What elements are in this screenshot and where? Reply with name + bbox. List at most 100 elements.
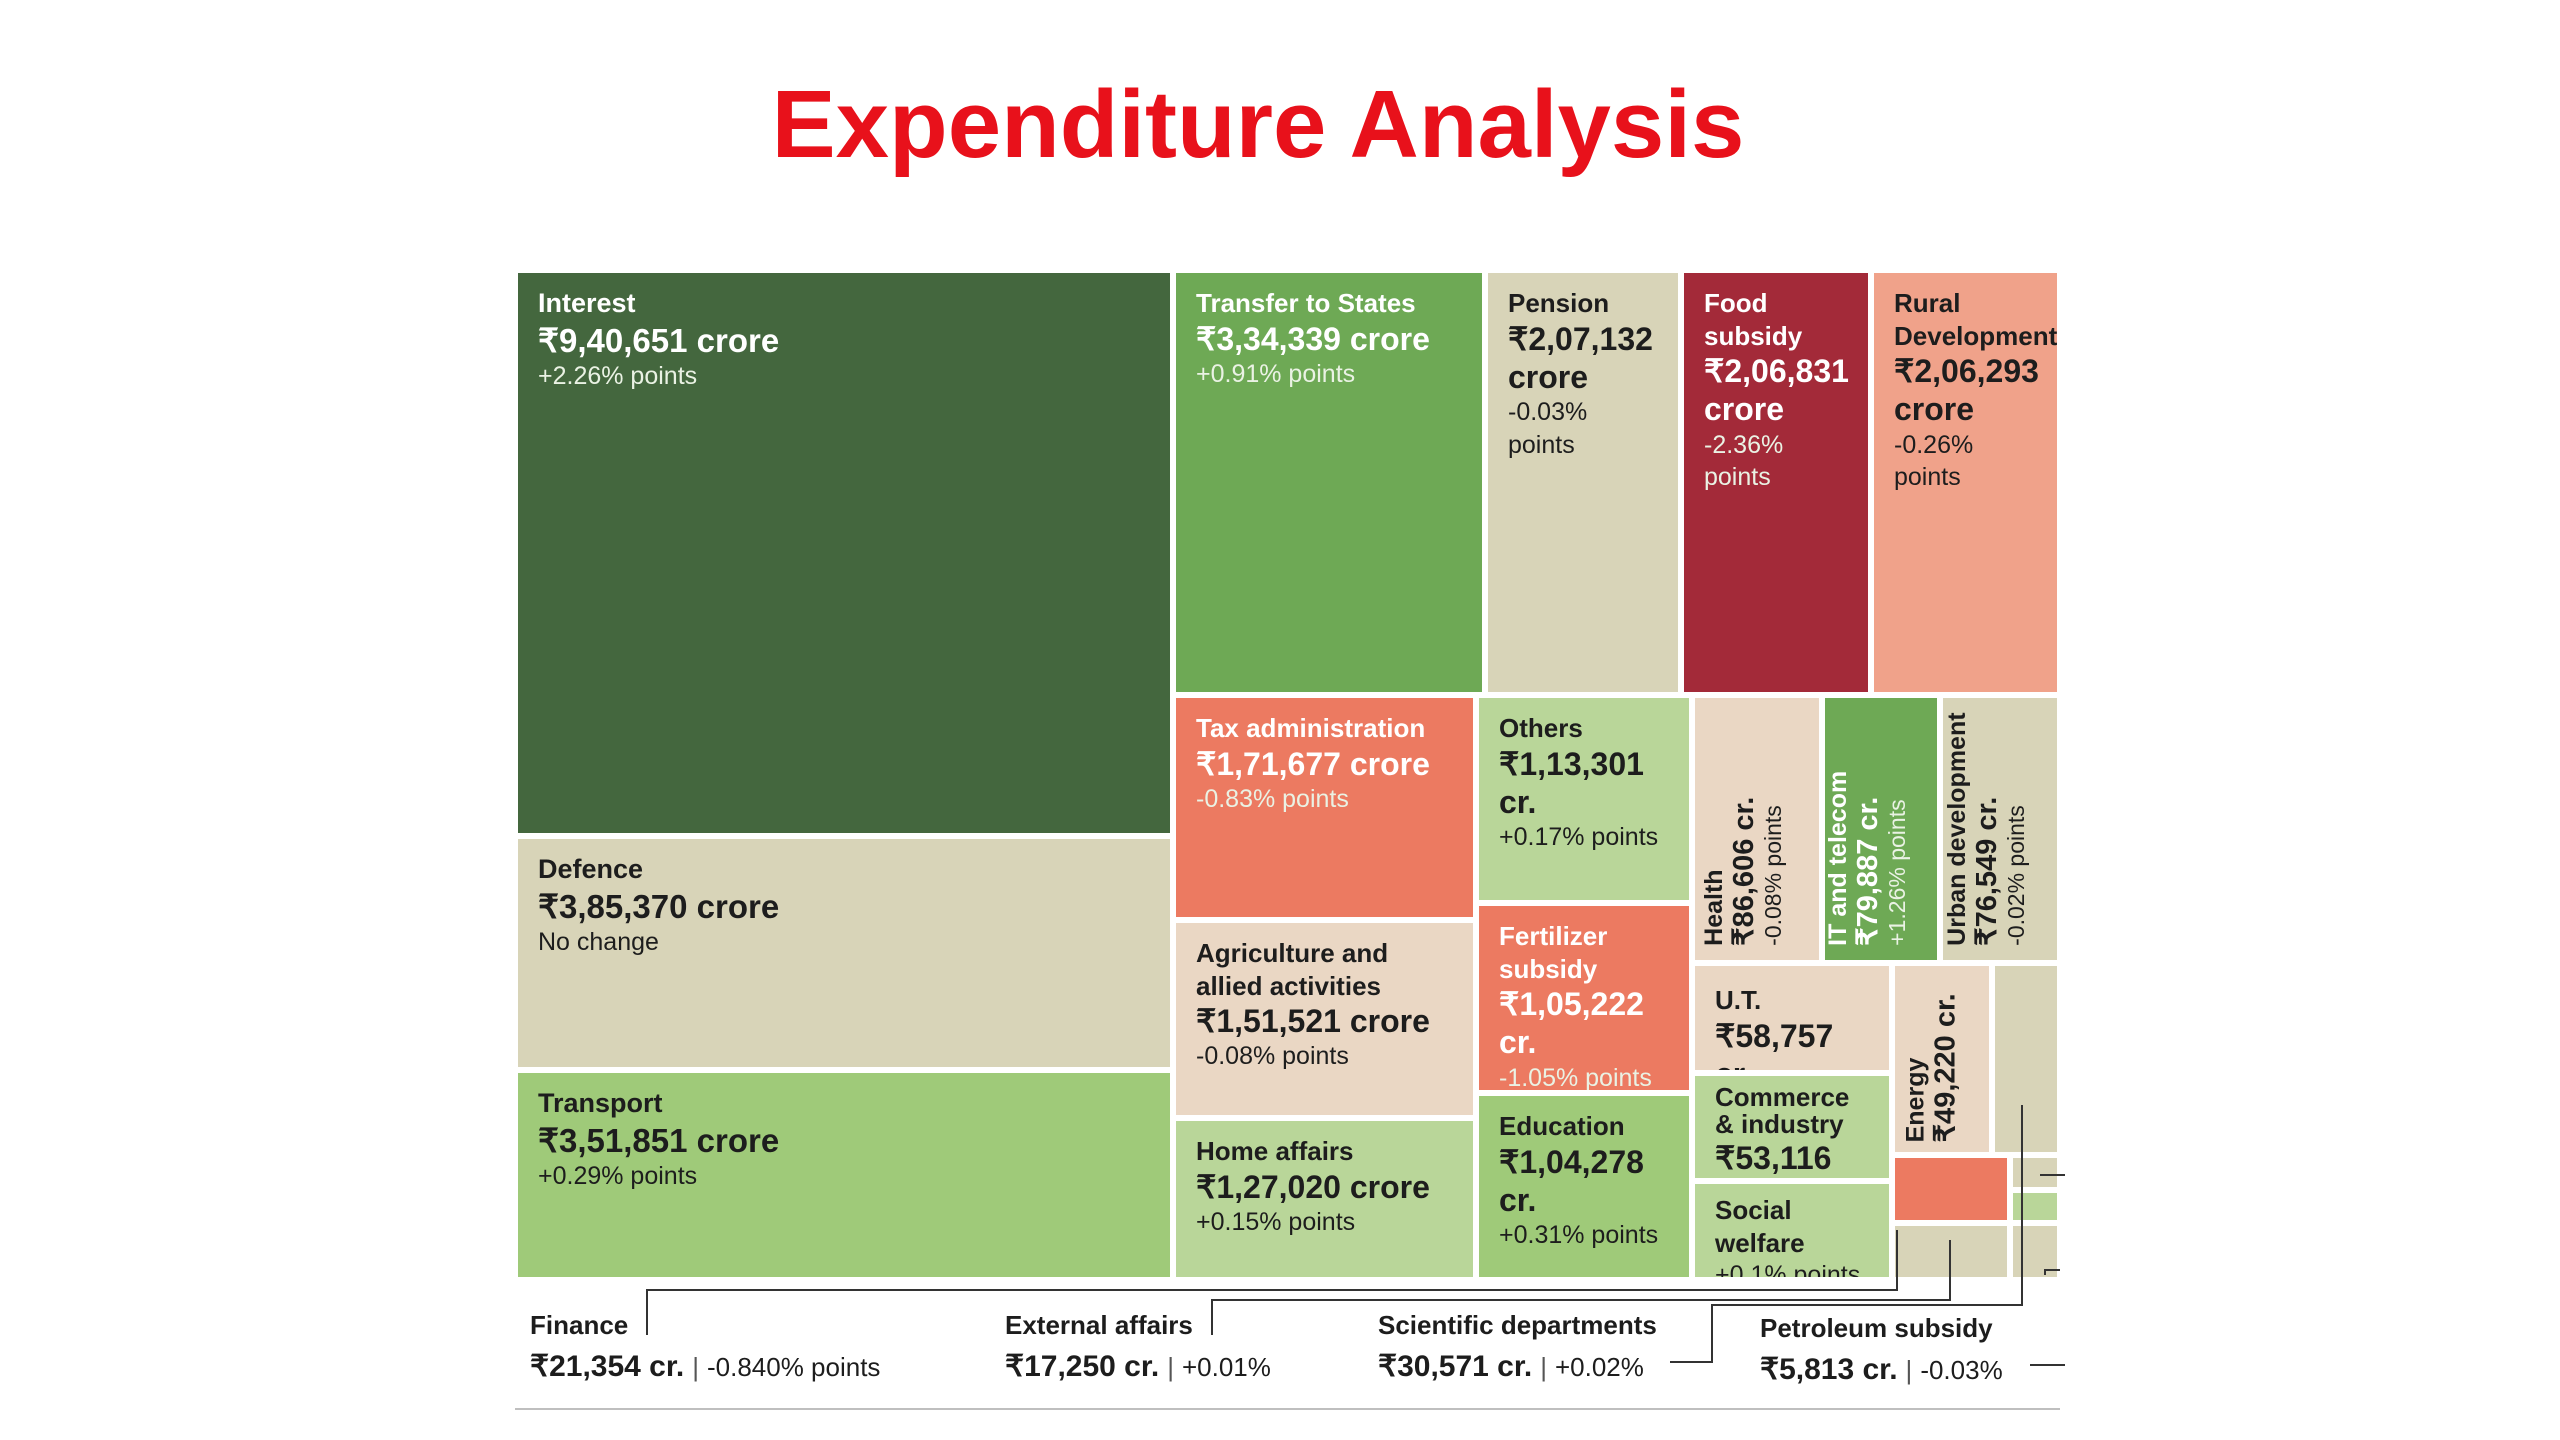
tile-change: +0.17% points: [1499, 823, 1659, 852]
footnote-sep: |: [692, 1352, 699, 1382]
tile-health: Health ₹86,606 cr. -0.08% points: [1692, 695, 1822, 963]
tile-pension: Pension ₹2,07,132 crore -0.03% points: [1485, 270, 1681, 695]
footnote-value: ₹21,354 cr.: [530, 1350, 685, 1383]
tile-change: -0.83% points: [1196, 784, 1349, 813]
footnote-name: External affairs: [1005, 1310, 1193, 1340]
tile-scientific-departments: [1892, 1155, 2010, 1223]
tile-change: -2.36% points: [1704, 430, 1784, 492]
tile-change: -0.02% points: [2003, 805, 2030, 946]
tile-food-subsidy: Food subsidy ₹2,06,831 crore -2.36% poin…: [1681, 270, 1871, 695]
tile-change: +1.26% points: [1884, 799, 1911, 946]
tile-name: Health: [1700, 869, 1729, 946]
footnote-value: ₹30,571 cr.: [1378, 1350, 1533, 1383]
tile-value: ₹76,549 cr.: [1970, 796, 2003, 946]
tile-name: Food subsidy: [1704, 288, 1803, 351]
tile-name: Agriculture and allied activities: [1196, 938, 1389, 1001]
footnote-name: Scientific departments: [1378, 1310, 1657, 1340]
tile-name: Defence: [538, 854, 644, 884]
tile-petroleum-subsidy: [2010, 1190, 2060, 1223]
footer-rule: [515, 1408, 2060, 1410]
tile-value: ₹9,40,651 crore: [538, 321, 780, 359]
footnote-value: ₹17,250 cr.: [1005, 1350, 1160, 1383]
tile-value: ₹2,06,831 crore: [1704, 353, 1849, 428]
tile-fertilizer-subsidy: Fertilizer subsidy ₹1,05,222 cr. -1.05% …: [1476, 903, 1692, 1093]
tile-change: -0.08% points: [1760, 805, 1787, 946]
footnote-sep: |: [1167, 1352, 1174, 1382]
tile-change: +0.15% points: [1196, 1207, 1356, 1236]
tile-change: -0.08% points: [1196, 1042, 1349, 1071]
tile-change: -1.05% points: [1499, 1063, 1652, 1092]
tile-name: U.T.: [1715, 985, 1762, 1015]
tile-value: ₹1,71,677 crore: [1196, 745, 1430, 782]
tile-value: ₹53,116 cr.: [1715, 1139, 1832, 1178]
tile-commerce-industry: Commerce & industry ₹53,116 cr.: [1692, 1073, 1892, 1181]
tile-name: Pension: [1508, 288, 1610, 318]
tile-name: Transport: [538, 1088, 663, 1118]
tile-home-affairs: Home affairs ₹1,27,020 crore +0.15% poin…: [1173, 1118, 1476, 1280]
tile-social-welfare: Social welfare +0.1% points: [1692, 1181, 1892, 1280]
tile-education: Education ₹1,04,278 cr. +0.31% points: [1476, 1093, 1692, 1280]
tile-name: Urban development: [1943, 712, 1972, 946]
footnote-petroleum-subsidy: Petroleum subsidy ₹5,813 cr. | -0.03%: [1760, 1313, 2003, 1387]
tile-small-green-1: [1992, 963, 2060, 1155]
tile-change: +0.91% points: [1196, 359, 1356, 388]
tile-name: Interest: [538, 288, 636, 318]
footnote-change: +0.01%: [1181, 1352, 1271, 1382]
tile-energy: Energy ₹49,220 cr.: [1892, 963, 1992, 1155]
footnote-value: ₹5,813 cr.: [1760, 1353, 1898, 1386]
tile-change: -0.26% points: [1894, 430, 1974, 492]
tile-name: Others: [1499, 713, 1583, 743]
tile-name: IT and telecom: [1824, 770, 1853, 946]
footnote-name: Finance: [530, 1310, 629, 1340]
footnote-external-affairs: External affairs ₹17,250 cr. | +0.01%: [1005, 1310, 1271, 1384]
tile-change: +0.29% points: [538, 1162, 698, 1191]
tile-small-green-2: [2010, 1155, 2060, 1190]
tile-ut: U.T. ₹58,757 cr.: [1692, 963, 1892, 1073]
tile-value: ₹3,85,370 crore: [538, 887, 780, 925]
tile-finance: [1892, 1223, 2010, 1280]
tile-value: ₹1,51,521 crore: [1196, 1003, 1430, 1039]
tile-tax-administration: Tax administration ₹1,71,677 crore -0.83…: [1173, 695, 1476, 920]
footnote-scientific-departments: Scientific departments ₹30,571 cr. | +0.02…: [1378, 1310, 1657, 1384]
tile-interest: Interest ₹9,40,651 crore +2.26% points: [515, 270, 1173, 836]
tile-value: ₹2,06,293 crore: [1894, 353, 2039, 428]
tile-change: +0.1% points: [1715, 1261, 1861, 1280]
tile-transport: Transport ₹3,51,851 crore +0.29% points: [515, 1070, 1173, 1280]
tile-name: Home affairs: [1196, 1136, 1354, 1166]
tile-value: ₹58,757 cr.: [1715, 1017, 1834, 1071]
footnote-change: -0.03%: [1920, 1355, 2003, 1385]
tile-external-affairs: [2010, 1223, 2060, 1280]
page-title: Expenditure Analysis: [771, 71, 1745, 178]
tile-rural-development: Rural Development ₹2,06,293 crore -0.26%…: [1871, 270, 2060, 695]
tile-value: ₹1,27,020 crore: [1196, 1168, 1430, 1205]
tile-name: Education: [1499, 1111, 1625, 1141]
footnote-change: +0.02%: [1554, 1352, 1644, 1382]
footnote-name: Petroleum subsidy: [1760, 1313, 1993, 1343]
footnote-sep: |: [1540, 1352, 1547, 1382]
tile-name: Transfer to States: [1196, 288, 1416, 318]
tile-transfer-to-states: Transfer to States ₹3,34,339 crore +0.91…: [1173, 270, 1485, 695]
footnote-finance: Finance ₹21,354 cr. | -0.840% points: [530, 1310, 880, 1384]
tile-change: No change: [538, 928, 659, 957]
tile-urban-development: Urban development ₹76,549 cr. -0.02% poi…: [1940, 695, 2060, 963]
tile-value: ₹1,04,278 cr.: [1499, 1143, 1644, 1218]
tile-value: ₹49,220 cr.: [1929, 992, 1962, 1142]
tile-name: Tax administration: [1196, 713, 1426, 743]
tile-agriculture: Agriculture and allied activities ₹1,51,…: [1173, 920, 1476, 1118]
tile-value: ₹2,07,132 crore: [1508, 320, 1653, 395]
tile-value: ₹86,606 cr.: [1727, 796, 1760, 946]
tile-value: ₹1,05,222 cr.: [1499, 986, 1644, 1061]
tile-name: Social welfare: [1715, 1195, 1805, 1258]
tile-value: ₹79,887 cr.: [1851, 796, 1884, 946]
tile-it-and-telecom: IT and telecom ₹79,887 cr. +1.26% points: [1822, 695, 1940, 963]
tile-name: Energy: [1901, 1057, 1930, 1142]
tile-others: Others ₹1,13,301 cr. +0.17% points: [1476, 695, 1692, 903]
tile-name: Fertilizer subsidy: [1499, 921, 1608, 984]
expenditure-treemap: Interest ₹9,40,651 crore +2.26% points D…: [515, 270, 2060, 1280]
footnote-change: -0.840% points: [706, 1352, 881, 1382]
tile-value: ₹3,34,339 crore: [1196, 320, 1430, 357]
footnote-sep: |: [1905, 1355, 1913, 1385]
tile-name: Rural Development: [1894, 288, 2058, 351]
tile-change: +2.26% points: [538, 362, 698, 391]
tile-change: -0.03% points: [1508, 398, 1588, 459]
